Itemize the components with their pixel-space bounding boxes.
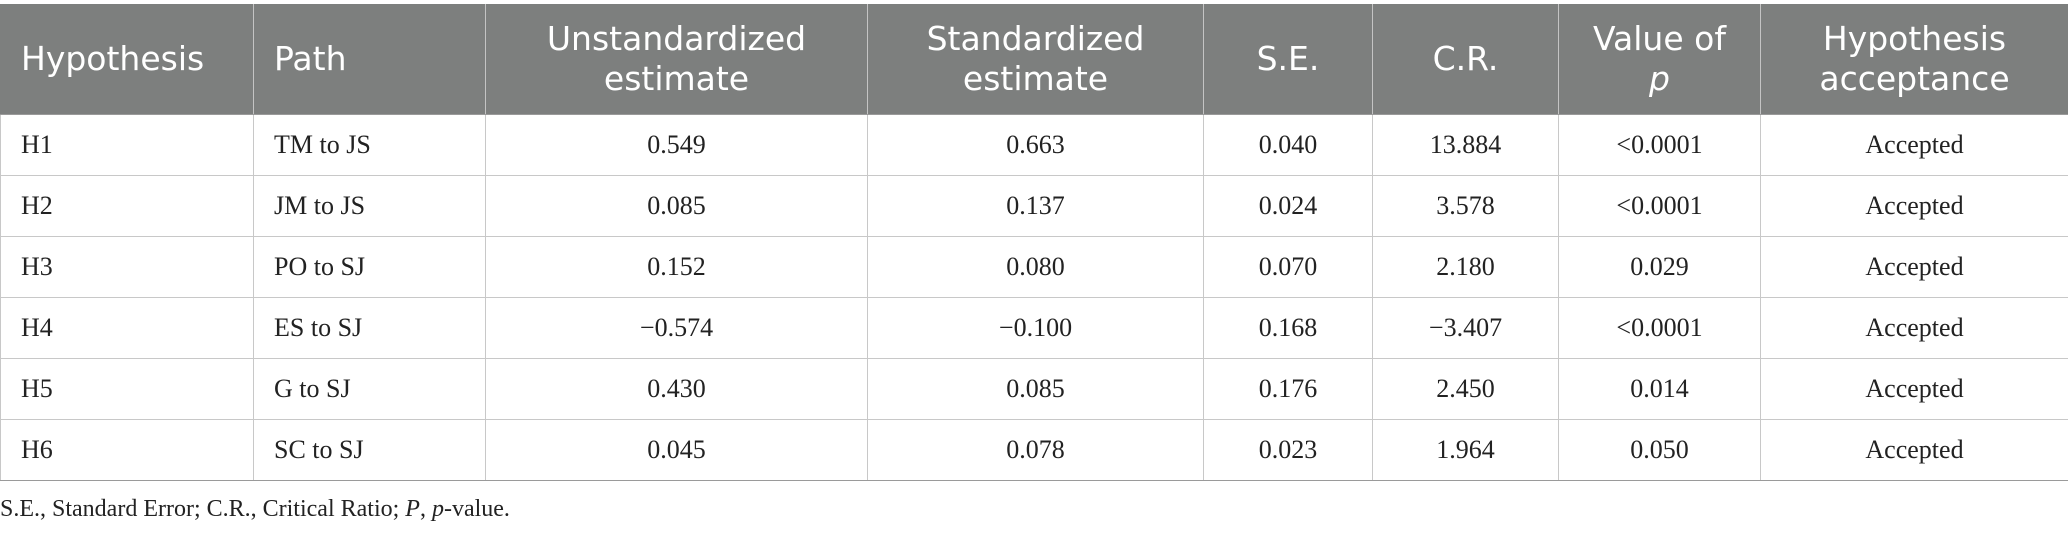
cell-hypothesis: H4 — [0, 297, 254, 359]
cell-acceptance: Accepted — [1760, 114, 2068, 176]
cell-acceptance: Accepted — [1760, 358, 2068, 420]
cell-standardized-estimate: −0.100 — [867, 297, 1204, 359]
cell-path: SC to SJ — [253, 419, 486, 481]
cell-standardized-estimate: 0.137 — [867, 175, 1204, 237]
cell-critical-ratio: 2.180 — [1372, 236, 1559, 298]
cell-unstandardized-estimate: 0.045 — [485, 419, 868, 481]
header-unstandardized-estimate: Unstandardized estimate — [485, 4, 868, 115]
header-standardized-estimate: Standardized estimate — [867, 4, 1204, 115]
header-hypothesis: Hypothesis — [0, 4, 254, 115]
table-header-row: Hypothesis Path Unstandardized estimate … — [0, 4, 2068, 115]
cell-unstandardized-estimate: 0.085 — [485, 175, 868, 237]
cell-standard-error: 0.168 — [1203, 297, 1373, 359]
header-hypothesis-acceptance: Hypothesis acceptance — [1760, 4, 2068, 115]
cell-p-value: <0.0001 — [1558, 114, 1761, 176]
cell-critical-ratio: 2.450 — [1372, 358, 1559, 420]
cell-critical-ratio: −3.407 — [1372, 297, 1559, 359]
cell-standardized-estimate: 0.663 — [867, 114, 1204, 176]
cell-p-value: 0.029 — [1558, 236, 1761, 298]
cell-standard-error: 0.070 — [1203, 236, 1373, 298]
table-body: H1 TM to JS 0.549 0.663 0.040 13.884 <0.0001 Ac… — [0, 114, 2068, 481]
hypothesis-results-table: Hypothesis Path Unstandardized estimate … — [0, 4, 2068, 481]
cell-unstandardized-estimate: −0.574 — [485, 297, 868, 359]
cell-standard-error: 0.176 — [1203, 358, 1373, 420]
footnote-text-1: S.E., Standard Error; C.R., Critical Rat… — [0, 496, 406, 522]
cell-hypothesis: H6 — [0, 419, 254, 481]
table-row: H6 SC to SJ 0.045 0.078 0.023 1.964 0.050 Accep… — [0, 419, 2068, 481]
cell-hypothesis: H5 — [0, 358, 254, 420]
cell-path: ES to SJ — [253, 297, 486, 359]
header-p-value: Value of p — [1558, 4, 1761, 115]
table-row: H5 G to SJ 0.430 0.085 0.176 2.450 0.014 Accept… — [0, 358, 2068, 420]
cell-unstandardized-estimate: 0.549 — [485, 114, 868, 176]
footnote-p-upper: P — [405, 496, 420, 522]
cell-p-value: 0.050 — [1558, 419, 1761, 481]
cell-acceptance: Accepted — [1760, 175, 2068, 237]
cell-p-value: 0.014 — [1558, 358, 1761, 420]
cell-critical-ratio: 3.578 — [1372, 175, 1559, 237]
table-row: H4 ES to SJ −0.574 −0.100 0.168 −3.407 <0.0001… — [0, 297, 2068, 359]
header-p-value-symbol: p — [1649, 59, 1670, 98]
table-row: H2 JM to JS 0.085 0.137 0.024 3.578 <0.0001 Acc… — [0, 175, 2068, 237]
cell-standardized-estimate: 0.078 — [867, 419, 1204, 481]
cell-path: PO to SJ — [253, 236, 486, 298]
footnote-p-lower: p — [431, 496, 444, 522]
cell-hypothesis: H1 — [0, 114, 254, 176]
table-footnote: S.E., Standard Error; C.R., Critical Rat… — [0, 496, 510, 523]
cell-p-value: <0.0001 — [1558, 175, 1761, 237]
table-row: H3 PO to SJ 0.152 0.080 0.070 2.180 0.029 Accep… — [0, 236, 2068, 298]
cell-standardized-estimate: 0.085 — [867, 358, 1204, 420]
cell-standard-error: 0.023 — [1203, 419, 1373, 481]
cell-unstandardized-estimate: 0.430 — [485, 358, 868, 420]
footnote-text-3: -value. — [443, 496, 510, 522]
table-row: H1 TM to JS 0.549 0.663 0.040 13.884 <0.0001 Ac… — [0, 114, 2068, 176]
header-critical-ratio: C.R. — [1372, 4, 1559, 115]
cell-critical-ratio: 1.964 — [1372, 419, 1559, 481]
cell-path: TM to JS — [253, 114, 486, 176]
cell-standard-error: 0.040 — [1203, 114, 1373, 176]
cell-acceptance: Accepted — [1760, 297, 2068, 359]
header-standard-error: S.E. — [1203, 4, 1373, 115]
cell-unstandardized-estimate: 0.152 — [485, 236, 868, 298]
cell-acceptance: Accepted — [1760, 236, 2068, 298]
cell-path: G to SJ — [253, 358, 486, 420]
footnote-text-2: , — [419, 496, 432, 522]
cell-p-value: <0.0001 — [1558, 297, 1761, 359]
header-path: Path — [253, 4, 486, 115]
cell-critical-ratio: 13.884 — [1372, 114, 1559, 176]
cell-path: JM to JS — [253, 175, 486, 237]
cell-standard-error: 0.024 — [1203, 175, 1373, 237]
cell-hypothesis: H2 — [0, 175, 254, 237]
cell-standardized-estimate: 0.080 — [867, 236, 1204, 298]
results-table-container: Hypothesis Path Unstandardized estimate … — [0, 4, 2068, 481]
cell-acceptance: Accepted — [1760, 419, 2068, 481]
header-p-value-prefix: Value of — [1593, 19, 1726, 58]
cell-hypothesis: H3 — [0, 236, 254, 298]
